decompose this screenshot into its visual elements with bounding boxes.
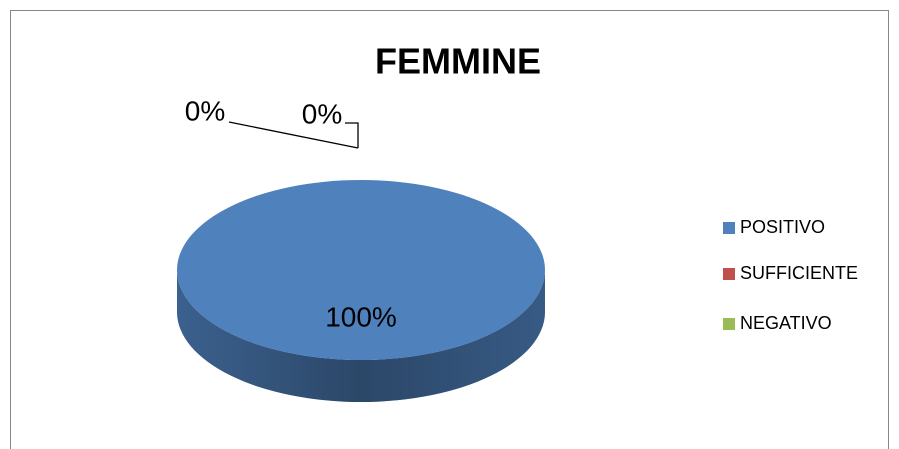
legend-swatch	[723, 268, 735, 280]
side-shading	[177, 270, 545, 402]
chart-title: FEMMINE	[375, 41, 541, 82]
legend-swatch	[723, 222, 735, 234]
legend-swatch	[723, 318, 735, 330]
legend-label: SUFFICIENTE	[740, 263, 858, 283]
data-label: 0%	[302, 98, 342, 129]
leader-line	[228, 121, 359, 149]
slice	[177, 180, 545, 360]
legend-label: POSITIVO	[740, 217, 825, 237]
data-label: 0%	[185, 95, 225, 126]
legend-label: NEGATIVO	[740, 313, 832, 333]
leader-line	[345, 122, 359, 148]
data-label: 100%	[325, 301, 397, 332]
